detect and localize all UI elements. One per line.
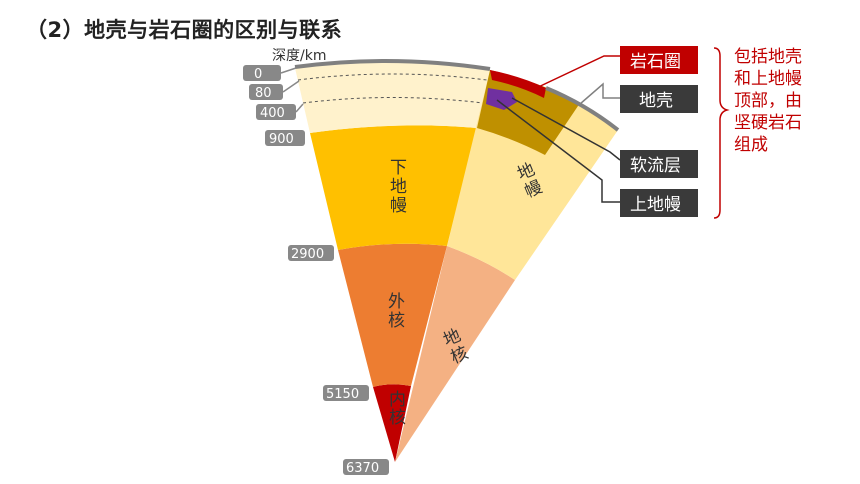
inner-core-region (373, 384, 411, 462)
depth-tick-400: 400 (256, 103, 304, 121)
note-line: 坚硬岩石 (734, 113, 802, 133)
lower-mantle-label: 下地幔 (386, 158, 407, 215)
depth-tick-5150: 5150 (323, 385, 369, 402)
lithosphere-note: 包括地壳 和上地幔 顶部，由 坚硬岩石 组成 (734, 46, 824, 156)
depth-tick-0: 0 (243, 65, 297, 82)
svg-text:6370: 6370 (346, 461, 379, 476)
right-crust-line (545, 86, 620, 132)
svg-text:2900: 2900 (291, 247, 324, 262)
note-line: 组成 (734, 135, 768, 155)
crust-line (294, 58, 491, 71)
core-right-region (395, 246, 515, 462)
svg-text:地壳: 地壳 (639, 91, 673, 111)
depth-tick-6370: 6370 (343, 459, 389, 476)
callout-lithosphere: 岩石圈 (620, 46, 698, 74)
depth-tick-80: 80 (249, 80, 300, 101)
left-sector (294, 58, 491, 462)
right-sector (395, 70, 620, 462)
depth-tick-2900: 2900 (288, 245, 334, 262)
page-title: （2）地壳与岩石圈的区别与联系 (26, 18, 343, 42)
outer-core-region (338, 243, 447, 387)
callout-crust: 地壳 (620, 85, 698, 113)
callout-upper-mantle: 上地幔 (620, 189, 698, 217)
upper-mantle-region (295, 61, 490, 133)
note-line: 顶部，由 (734, 91, 802, 111)
outer-core-label: 外核 (384, 292, 405, 330)
svg-text:400: 400 (260, 106, 285, 121)
depth-tick-900: 900 (265, 130, 305, 147)
inner-core-label: 内核 (385, 390, 406, 426)
note-bracket (713, 47, 730, 219)
crust-patch (486, 88, 517, 110)
svg-text:5150: 5150 (326, 387, 359, 402)
lithosphere-bar (490, 70, 546, 98)
svg-text:900: 900 (269, 132, 294, 147)
note-line: 和上地幔 (734, 69, 802, 89)
depth-ticks: 0 80 400 900 2900 5150 6370 (243, 65, 389, 476)
callout-lines (496, 55, 621, 203)
svg-text:上地幔: 上地幔 (630, 195, 681, 215)
svg-text:岩石圈: 岩石圈 (630, 52, 681, 72)
callout-asthenosphere: 软流层 (620, 150, 698, 178)
svg-text:0: 0 (254, 67, 262, 82)
left-layer-labels: 下地幔 外核 内核 (384, 158, 407, 426)
boundary-400 (302, 97, 484, 104)
note-line: 包括地壳 (734, 47, 802, 67)
svg-text:软流层: 软流层 (630, 156, 681, 176)
lower-mantle-region (310, 125, 477, 250)
depth-axis-label: 深度/km (272, 48, 326, 64)
svg-text:80: 80 (255, 86, 272, 101)
